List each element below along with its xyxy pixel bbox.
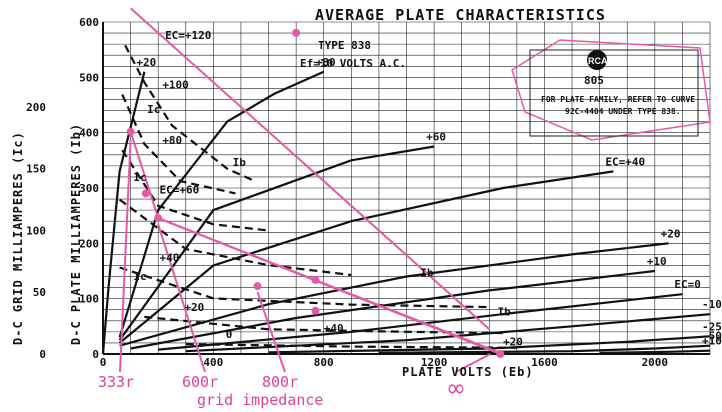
y-tick-label: 100 — [79, 293, 99, 306]
rca-box-outline — [511, 39, 711, 141]
plate-curve — [119, 242, 669, 347]
plate-curve-label: -10 — [702, 298, 722, 311]
y-axis-label-plate: D-C PLATE MILLIAMPERES (Ib) — [69, 123, 83, 345]
grid-ma-tick-label: 150 — [26, 163, 46, 176]
plate-curve-label: +10 — [647, 255, 667, 268]
plate-curve-label: -50 — [702, 330, 722, 343]
rca-note-line1: FOR PLATE FAMILY, REFER TO CURVE — [541, 95, 695, 104]
annotation-layer — [119, 7, 505, 373]
grid-curve-label: 0 — [226, 328, 233, 341]
plate-curve-label: +60 — [426, 131, 446, 144]
chart-subtitle-ef: Ef=10 VOLTS A.C. — [300, 57, 406, 70]
label-arrow — [157, 223, 206, 373]
load-line-marker — [311, 306, 320, 315]
y-tick-label: 600 — [79, 16, 99, 29]
grid-curve-tag: Ic — [133, 171, 146, 184]
label-infinity: ∞ — [446, 374, 466, 402]
label-grid-impedance: grid impedance — [197, 391, 323, 409]
plate-curve — [268, 335, 711, 354]
infinity-arrow — [455, 353, 491, 373]
plate-curve-label: +10 — [702, 335, 722, 348]
rca-logo-text: RCA — [588, 56, 608, 66]
y-axis-label-grid: D-C GRID MILLIAMPERES (Ic) — [11, 131, 25, 345]
plate-curve-tag: +20 — [503, 336, 523, 349]
grid-curve-label: +20 — [184, 301, 204, 314]
plate-curve — [158, 293, 683, 351]
label-333r: 333r — [98, 373, 134, 391]
y-tick-label: 400 — [79, 127, 99, 140]
load-line-marker — [154, 214, 163, 223]
grid-curve — [119, 266, 490, 309]
plate-curve-tag: Ib — [233, 156, 247, 169]
grid-curve-label: +40 — [160, 252, 180, 265]
plate-curve — [118, 170, 614, 344]
curve-layer — [101, 44, 711, 355]
plate-curve-tag: Ib — [498, 305, 512, 318]
load-line-800r — [129, 7, 490, 331]
grid-curve — [124, 44, 256, 183]
x-tick-label: 1200 — [421, 356, 448, 369]
load-line-marker — [253, 282, 262, 291]
rca-type: 805 — [584, 74, 604, 87]
label-arrow — [256, 291, 286, 373]
grid-curve-tag: Ic — [133, 270, 146, 283]
plate-curve — [378, 344, 711, 354]
rca-info-box: RCA 805 FOR PLATE FAMILY, REFER TO CURVE… — [511, 39, 711, 141]
load-line-marker — [292, 28, 301, 37]
chart-title: AVERAGE PLATE CHARACTERISTICS — [315, 6, 606, 24]
grid-curve-label: EC=+120 — [165, 29, 211, 42]
x-tick-label: 400 — [203, 356, 223, 369]
grid-curve-label: +80 — [162, 134, 182, 147]
x-tick-label: 0 — [100, 356, 107, 369]
label-600r: 600r — [182, 373, 218, 391]
load-line-marker — [126, 127, 135, 136]
plate-curve — [118, 70, 325, 338]
rca-box-border — [529, 49, 699, 137]
plate-curve — [130, 269, 655, 350]
load-line-marker — [311, 275, 320, 284]
plate-curve-label: -25 — [702, 320, 722, 333]
grid-ma-tick-label: 200 — [26, 101, 46, 114]
chart-subtitle-type: TYPE 838 — [318, 39, 371, 52]
label-800r: 800r — [262, 373, 298, 391]
x-tick-label: 800 — [314, 356, 334, 369]
rca-note-line2: 92C-4404 UNDER TYPE 838. — [565, 107, 681, 116]
load-line-600r — [157, 217, 504, 355]
grid-ma-tick-label: 0 — [39, 348, 46, 361]
x-axis-label: PLATE VOLTS (Eb) — [402, 365, 534, 379]
load-line-marker — [496, 350, 505, 358]
grid-curve — [118, 198, 352, 277]
text-layer: 0 400 800 1200 1600 2000010020030040050060005… — [26, 16, 722, 369]
plate-curve — [101, 71, 146, 355]
grid-ma-tick-label: 100 — [26, 224, 46, 237]
grid-ma-tick-label: 50 — [33, 286, 46, 299]
plate-curve-label: EC=0 — [674, 278, 701, 291]
load-line-marker — [141, 189, 150, 198]
x-tick-label: 2000 — [642, 356, 669, 369]
grid-curve — [121, 149, 269, 232]
y-tick-label: 300 — [79, 182, 99, 195]
plate-curve — [599, 349, 711, 354]
grid-curve — [121, 94, 236, 195]
plate-curve-label: +20 — [661, 227, 681, 240]
plate-curve-tag: Ib — [420, 267, 434, 280]
y-tick-label: 500 — [79, 71, 99, 84]
label-arrow — [119, 139, 132, 373]
plate-curve-label: EC=+40 — [605, 155, 645, 168]
grid-curve-label: EC=+60 — [160, 184, 200, 197]
plate-curve-label: +80 — [316, 56, 336, 69]
y-tick-label: 200 — [79, 237, 99, 250]
plate-curve-label: +20 — [136, 56, 156, 69]
grid-curve — [185, 343, 517, 349]
y-tick-label: 0 — [92, 348, 99, 361]
plate-curve-tag: +40 — [324, 322, 344, 335]
grid-curve-tag: Ic — [147, 103, 160, 116]
rca-logo-icon — [587, 50, 607, 70]
grid-curve-label: +100 — [162, 79, 189, 92]
plate-curve — [118, 145, 435, 341]
grid-layer — [102, 21, 711, 355]
x-tick-label: 1600 — [531, 356, 558, 369]
